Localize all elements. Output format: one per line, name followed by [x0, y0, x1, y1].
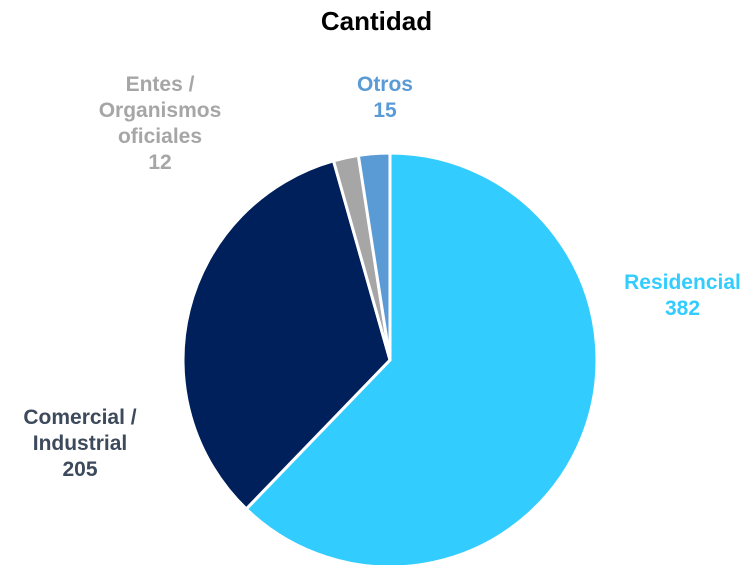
slice-label: Otros 15 — [320, 72, 450, 124]
value-label: 205 — [62, 458, 98, 481]
chart-title: Cantidad — [320, 6, 433, 36]
pie-slice — [181, 159, 392, 511]
pie-slice — [244, 151, 599, 565]
category-name: Entes / Organismos oficiales — [98, 73, 222, 148]
slice-label: Comercial / Industrial 205 — [5, 405, 155, 483]
slice-label: Entes / Organismos oficiales 12 — [80, 72, 240, 176]
slice-label: Residencial 382 — [610, 270, 753, 322]
value-label: 382 — [664, 297, 701, 320]
category-name: Residencial — [624, 271, 741, 294]
category-name: Comercial / Industrial — [23, 406, 137, 455]
value-label: 15 — [373, 99, 397, 122]
category-name: Otros — [356, 73, 413, 96]
value-label: 12 — [148, 151, 172, 174]
pie-slice — [356, 151, 392, 362]
